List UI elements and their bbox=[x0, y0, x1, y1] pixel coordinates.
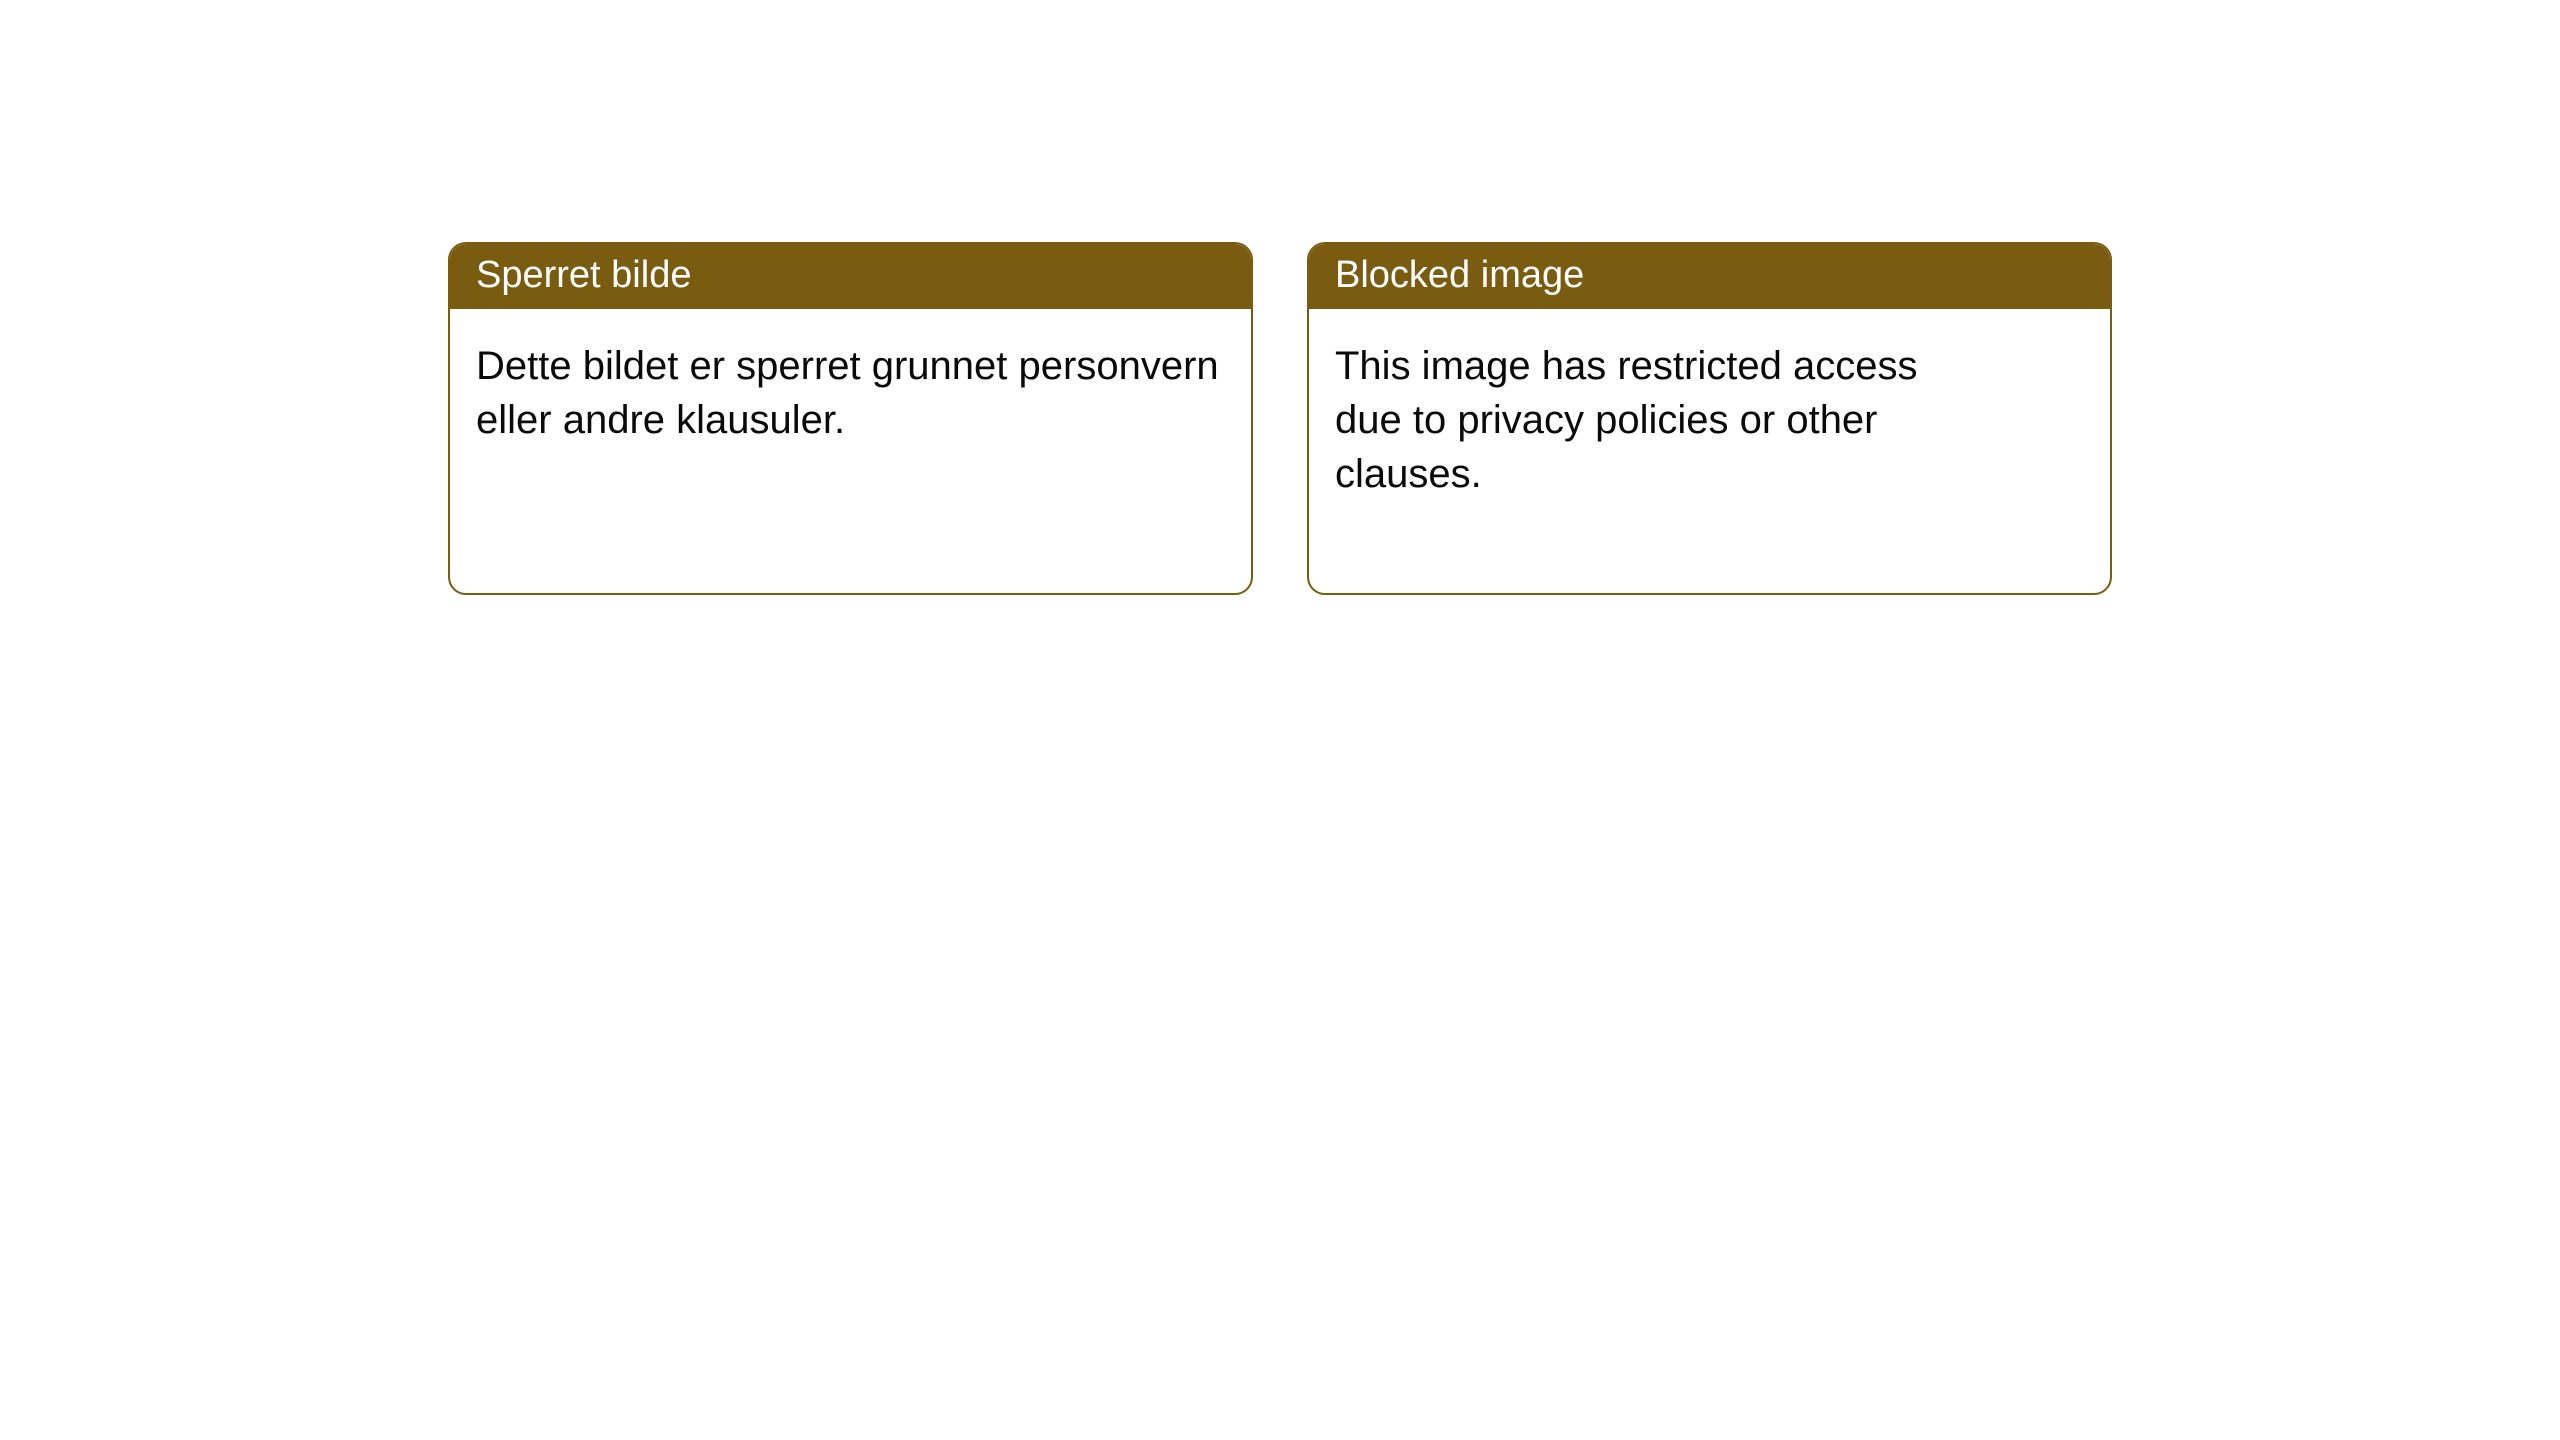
card-body-en: This image has restricted access due to … bbox=[1309, 309, 1959, 593]
blocked-image-card-en: Blocked image This image has restricted … bbox=[1307, 242, 2112, 595]
blocked-image-card-no: Sperret bilde Dette bildet er sperret gr… bbox=[448, 242, 1253, 595]
card-header-en: Blocked image bbox=[1309, 244, 2110, 309]
card-body-no: Dette bildet er sperret grunnet personve… bbox=[450, 309, 1251, 539]
card-header-no: Sperret bilde bbox=[450, 244, 1251, 309]
notice-container: Sperret bilde Dette bildet er sperret gr… bbox=[0, 0, 2560, 595]
